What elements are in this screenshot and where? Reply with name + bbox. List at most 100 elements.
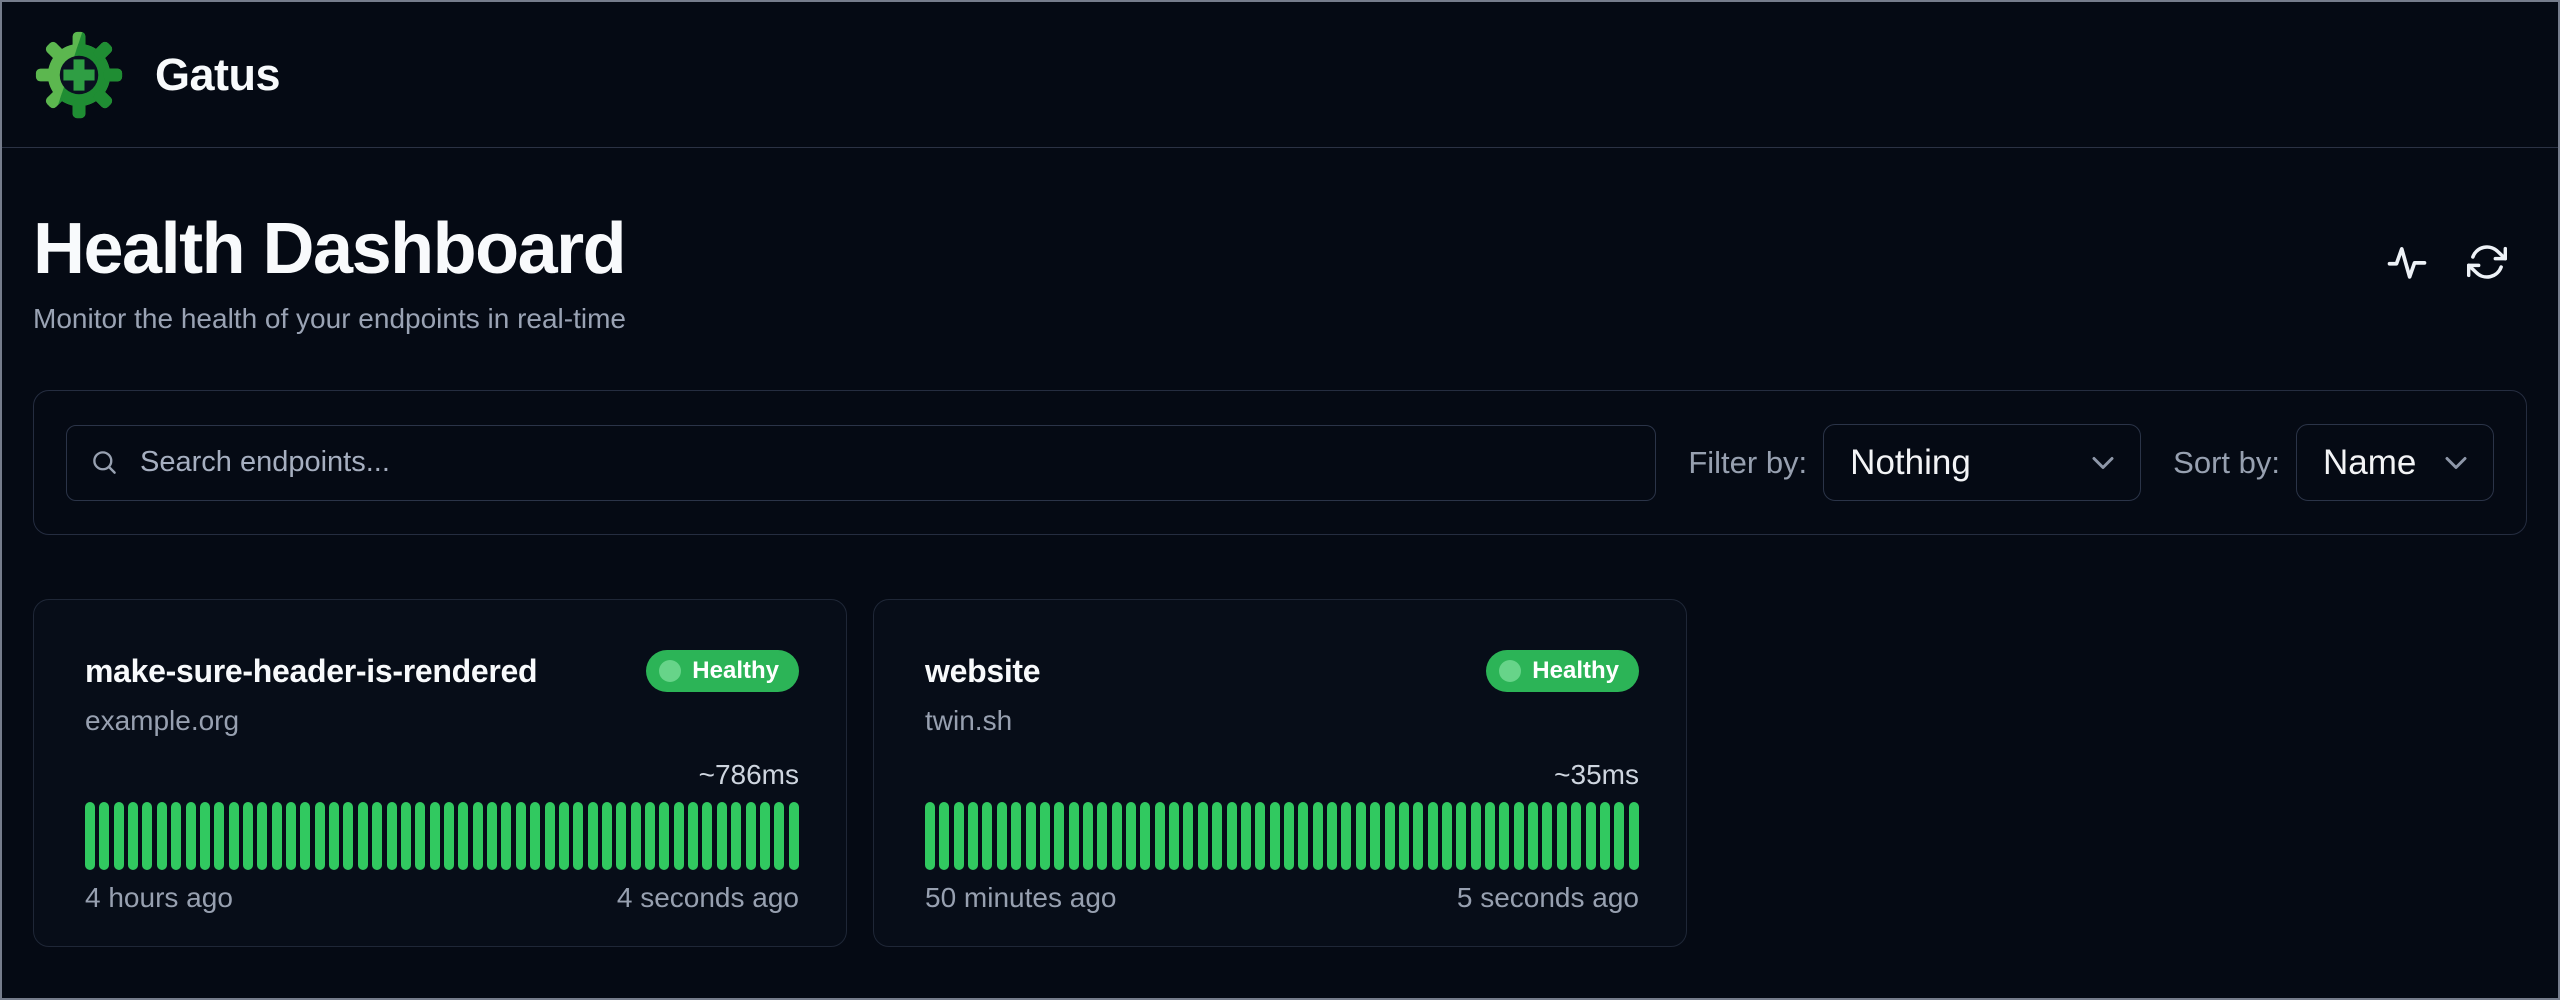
response-bar[interactable] — [472, 802, 483, 871]
response-bar[interactable] — [1341, 802, 1352, 871]
response-bar[interactable] — [228, 802, 239, 871]
response-bar[interactable] — [1441, 802, 1452, 871]
response-bar[interactable] — [1599, 802, 1610, 871]
response-bar[interactable] — [1269, 802, 1280, 871]
response-bar[interactable] — [128, 802, 139, 871]
response-bar[interactable] — [1169, 802, 1180, 871]
refresh-button[interactable] — [2465, 240, 2509, 284]
response-bar[interactable] — [1499, 802, 1510, 871]
response-bar[interactable] — [573, 802, 584, 871]
response-bar[interactable] — [745, 802, 756, 871]
response-bar[interactable] — [1197, 802, 1208, 871]
search-input[interactable] — [140, 446, 1632, 480]
response-bar[interactable] — [142, 802, 153, 871]
response-bar[interactable] — [286, 802, 297, 871]
response-bar[interactable] — [1585, 802, 1596, 871]
response-bar[interactable] — [1370, 802, 1381, 871]
response-bar[interactable] — [1154, 802, 1165, 871]
response-bar[interactable] — [1628, 802, 1639, 871]
response-bar[interactable] — [953, 802, 964, 871]
endpoint-card[interactable]: make-sure-header-is-rendered Healthy exa… — [33, 599, 847, 948]
response-bar[interactable] — [1126, 802, 1137, 871]
response-bar[interactable] — [214, 802, 225, 871]
response-bar[interactable] — [1068, 802, 1079, 871]
response-bar[interactable] — [645, 802, 656, 871]
response-bar[interactable] — [1384, 802, 1395, 871]
response-bar[interactable] — [688, 802, 699, 871]
response-bar[interactable] — [982, 802, 993, 871]
response-bar[interactable] — [1011, 802, 1022, 871]
response-bar[interactable] — [314, 802, 325, 871]
response-bar[interactable] — [702, 802, 713, 871]
response-bar[interactable] — [1298, 802, 1309, 871]
response-bar[interactable] — [1312, 802, 1323, 871]
response-bar[interactable] — [1039, 802, 1050, 871]
response-bar[interactable] — [372, 802, 383, 871]
response-bar[interactable] — [1456, 802, 1467, 871]
response-bar[interactable] — [968, 802, 979, 871]
response-bar[interactable] — [587, 802, 598, 871]
response-bar[interactable] — [1240, 802, 1251, 871]
response-bar[interactable] — [716, 802, 727, 871]
endpoint-card[interactable]: website Healthy twin.sh ~35ms 50 minutes… — [873, 599, 1687, 948]
response-bar[interactable] — [1054, 802, 1065, 871]
response-bar[interactable] — [630, 802, 641, 871]
response-bar[interactable] — [156, 802, 167, 871]
activity-toggle-button[interactable] — [2385, 240, 2429, 284]
response-bar[interactable] — [487, 802, 498, 871]
response-bar[interactable] — [357, 802, 368, 871]
response-bar[interactable] — [601, 802, 612, 871]
response-bar[interactable] — [400, 802, 411, 871]
response-bar[interactable] — [443, 802, 454, 871]
response-bar[interactable] — [1212, 802, 1223, 871]
response-bar[interactable] — [1398, 802, 1409, 871]
response-bar[interactable] — [271, 802, 282, 871]
response-bar[interactable] — [1140, 802, 1151, 871]
brand[interactable]: Gatus — [35, 29, 281, 121]
response-bar[interactable] — [788, 802, 799, 871]
response-bar[interactable] — [759, 802, 770, 871]
response-bar[interactable] — [1528, 802, 1539, 871]
response-bar[interactable] — [558, 802, 569, 871]
response-bar[interactable] — [257, 802, 268, 871]
response-bar[interactable] — [673, 802, 684, 871]
response-bar[interactable] — [1571, 802, 1582, 871]
response-bar[interactable] — [1025, 802, 1036, 871]
response-bar[interactable] — [386, 802, 397, 871]
filter-select[interactable]: Nothing — [1823, 424, 2142, 502]
response-bar[interactable] — [329, 802, 340, 871]
response-bar[interactable] — [939, 802, 950, 871]
response-bar[interactable] — [1614, 802, 1625, 871]
response-bar[interactable] — [530, 802, 541, 871]
response-bar[interactable] — [99, 802, 110, 871]
response-bar[interactable] — [1111, 802, 1122, 871]
response-bar[interactable] — [171, 802, 182, 871]
response-bar[interactable] — [659, 802, 670, 871]
response-bar[interactable] — [616, 802, 627, 871]
response-bar[interactable] — [1355, 802, 1366, 871]
response-bar[interactable] — [1082, 802, 1093, 871]
response-bar[interactable] — [1427, 802, 1438, 871]
response-bar[interactable] — [731, 802, 742, 871]
response-bar[interactable] — [544, 802, 555, 871]
response-bar[interactable] — [429, 802, 440, 871]
response-bar[interactable] — [1183, 802, 1194, 871]
response-bar[interactable] — [113, 802, 124, 871]
response-bar[interactable] — [458, 802, 469, 871]
response-bar[interactable] — [1283, 802, 1294, 871]
response-bar[interactable] — [343, 802, 354, 871]
response-bar[interactable] — [1556, 802, 1567, 871]
response-bar[interactable] — [415, 802, 426, 871]
response-bar[interactable] — [1542, 802, 1553, 871]
sort-select[interactable]: Name — [2296, 424, 2494, 502]
response-bar[interactable] — [1513, 802, 1524, 871]
response-bar[interactable] — [1327, 802, 1338, 871]
response-bar[interactable] — [1485, 802, 1496, 871]
response-bar[interactable] — [242, 802, 253, 871]
response-bar[interactable] — [300, 802, 311, 871]
response-bar[interactable] — [85, 802, 95, 871]
response-bar[interactable] — [1226, 802, 1237, 871]
response-bar[interactable] — [925, 802, 935, 871]
response-bar[interactable] — [501, 802, 512, 871]
response-bar[interactable] — [996, 802, 1007, 871]
